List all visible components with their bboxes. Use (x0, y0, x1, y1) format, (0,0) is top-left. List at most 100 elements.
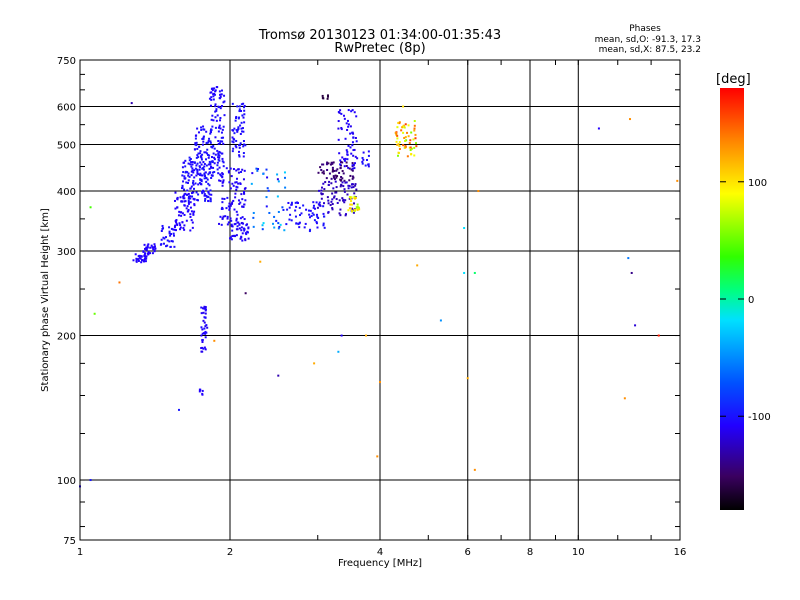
colorbar-label: [deg] (716, 72, 751, 87)
data-point (238, 116, 241, 119)
data-point (336, 168, 339, 171)
data-point (365, 158, 368, 161)
data-point (206, 148, 209, 151)
data-point (235, 181, 238, 184)
data-point (396, 137, 399, 140)
data-point (242, 155, 245, 158)
data-point (233, 208, 236, 211)
data-point (182, 194, 185, 197)
data-point (240, 170, 243, 173)
data-point (186, 205, 189, 208)
data-point (333, 178, 336, 181)
data-point (201, 143, 204, 146)
data-point (221, 140, 224, 143)
data-point (203, 174, 206, 177)
data-point (198, 388, 201, 391)
data-point (217, 142, 220, 145)
data-point (657, 334, 660, 337)
data-point (289, 213, 292, 216)
data-point (634, 324, 637, 327)
data-point (190, 192, 193, 195)
data-point (218, 166, 221, 169)
data-point (230, 175, 233, 178)
data-point (209, 140, 212, 143)
data-point (237, 168, 240, 171)
data-point (332, 196, 335, 199)
data-point (321, 192, 324, 195)
data-point (309, 228, 312, 231)
data-point (200, 178, 203, 181)
data-point (222, 179, 225, 182)
data-point (244, 144, 247, 147)
data-point (331, 203, 334, 206)
data-point (230, 223, 233, 226)
data-point (244, 232, 247, 235)
data-point (281, 206, 284, 209)
data-point (210, 118, 213, 121)
data-point (213, 93, 216, 96)
data-point (208, 137, 211, 140)
data-point (240, 121, 243, 124)
data-point (409, 146, 412, 149)
data-point (190, 165, 193, 168)
data-point (318, 189, 321, 192)
data-point (318, 204, 321, 207)
data-point (145, 248, 148, 251)
data-point (323, 188, 326, 191)
data-point (409, 149, 412, 152)
data-point (204, 306, 207, 309)
data-point (338, 199, 341, 202)
data-point (352, 186, 355, 189)
data-point (238, 150, 240, 153)
data-point (223, 197, 226, 200)
data-point (190, 210, 193, 213)
x-tick-label: 8 (527, 547, 533, 558)
data-point (214, 153, 217, 156)
data-point (201, 332, 204, 335)
data-point (347, 187, 350, 190)
data-point (197, 193, 200, 196)
data-point (204, 332, 207, 335)
data-point (402, 131, 405, 134)
data-point (235, 117, 238, 120)
data-point (209, 104, 212, 107)
data-point (186, 210, 189, 213)
data-point (178, 210, 181, 213)
data-point (153, 245, 156, 248)
data-point (214, 110, 217, 113)
data-point (239, 124, 242, 127)
data-point (231, 129, 234, 132)
data-point (439, 319, 442, 322)
data-point (234, 144, 237, 147)
data-point (339, 167, 342, 170)
data-point (347, 123, 350, 126)
data-point (179, 228, 182, 231)
data-point (187, 179, 190, 182)
data-point (251, 172, 254, 175)
data-point (321, 96, 324, 99)
data-point (191, 181, 194, 184)
data-point (220, 207, 223, 210)
data-point (219, 107, 222, 110)
data-point (135, 260, 138, 263)
data-point (229, 204, 232, 207)
data-point (137, 255, 140, 258)
data-point (676, 179, 679, 182)
data-point (230, 238, 233, 241)
data-point (209, 200, 212, 203)
data-point (238, 227, 241, 230)
data-point (218, 97, 221, 100)
data-point (189, 197, 192, 200)
y-tick-label: 200 (57, 332, 76, 343)
data-point (190, 161, 193, 164)
data-point (350, 186, 353, 189)
data-point (407, 124, 410, 127)
data-point (279, 223, 282, 226)
data-point (332, 161, 335, 164)
data-point (205, 331, 208, 334)
data-point (169, 246, 172, 248)
data-point (243, 203, 246, 206)
data-point (242, 222, 245, 225)
data-point (170, 240, 173, 243)
data-point (147, 243, 150, 246)
